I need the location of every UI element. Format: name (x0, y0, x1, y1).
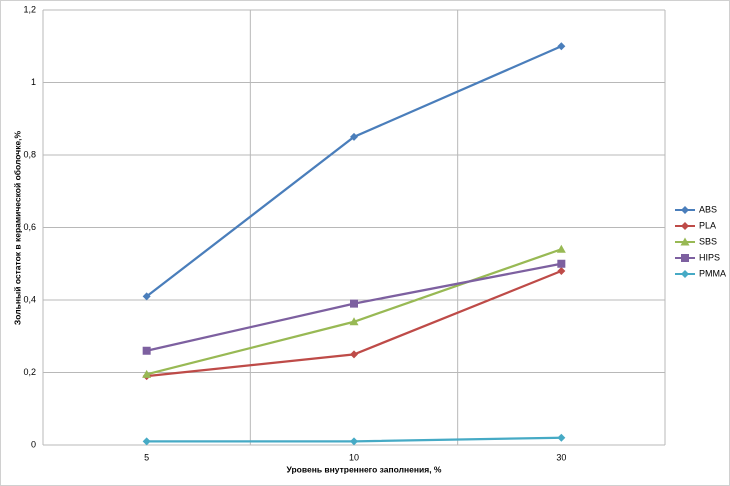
legend-label: PLA (699, 220, 716, 230)
x-tick-label: 5 (144, 452, 149, 462)
data-point (557, 433, 566, 442)
legend-marker (681, 270, 689, 278)
data-point (556, 244, 566, 253)
legend-label: PMMA (699, 268, 726, 278)
data-point (350, 299, 358, 308)
legend-label: HIPS (699, 252, 720, 262)
y-tick-label: 0,6 (23, 222, 36, 232)
legend-label: ABS (699, 204, 717, 214)
x-axis-title: Уровень внутреннего заполнения, % (287, 464, 442, 474)
data-point (142, 369, 152, 378)
y-tick-label: 1,2 (23, 4, 36, 14)
y-tick-label: 1 (31, 77, 36, 87)
y-tick-label: 0,4 (23, 294, 36, 304)
legend-marker (681, 222, 689, 230)
data-point (350, 132, 358, 141)
data-point (557, 267, 566, 275)
y-tick-label: 0,8 (23, 149, 36, 159)
data-point (557, 42, 566, 51)
legend-marker (681, 206, 689, 214)
data-point (142, 437, 151, 446)
y-axis-title: Зольный остаток в керамической оболочке,… (12, 130, 22, 325)
data-point (142, 346, 151, 355)
data-point (349, 317, 359, 326)
legend-marker (680, 237, 690, 246)
data-point (557, 259, 566, 268)
legend-marker (681, 254, 689, 262)
data-point (350, 350, 358, 359)
y-tick-label: 0 (31, 439, 36, 449)
x-tick-label: 30 (556, 452, 566, 462)
y-tick-label: 0,2 (23, 367, 36, 377)
x-tick-label: 10 (349, 452, 359, 462)
legend-label: SBS (699, 236, 717, 246)
data-point (350, 437, 358, 446)
data-point (142, 292, 151, 301)
